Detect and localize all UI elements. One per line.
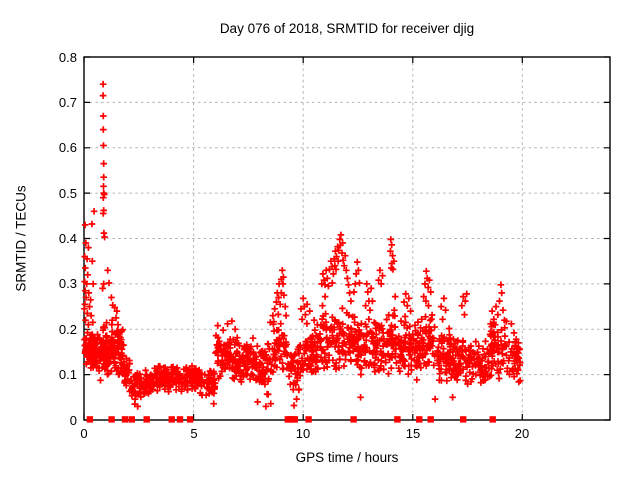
y-tick-label: 0.1	[58, 367, 77, 382]
data-points	[81, 80, 524, 410]
y-tick-label: 0.8	[58, 50, 77, 65]
x-tick-label: 0	[80, 426, 88, 441]
y-tick-label: 0.3	[58, 276, 77, 291]
x-axis-label: GPS time / hours	[295, 450, 399, 465]
zero-markers	[86, 416, 496, 423]
y-tick-label: 0.7	[58, 95, 77, 110]
plot-frame	[83, 56, 611, 421]
y-tick-label: 0.5	[58, 186, 77, 201]
x-tick-label: 5	[190, 426, 198, 441]
y-tick-label: 0.6	[58, 140, 77, 155]
y-tick-label: 0.4	[58, 231, 77, 246]
x-tick-label: 20	[514, 426, 530, 441]
x-tick-label: 10	[295, 426, 311, 441]
y-tick-label: 0.2	[58, 322, 77, 337]
y-tick-label: 0	[69, 413, 77, 428]
y-axis-label: SRMTID / TECUs	[13, 185, 29, 292]
x-tick-label: 15	[405, 426, 421, 441]
chart-title: Day 076 of 2018, SRMTID for receiver dji…	[219, 21, 475, 36]
